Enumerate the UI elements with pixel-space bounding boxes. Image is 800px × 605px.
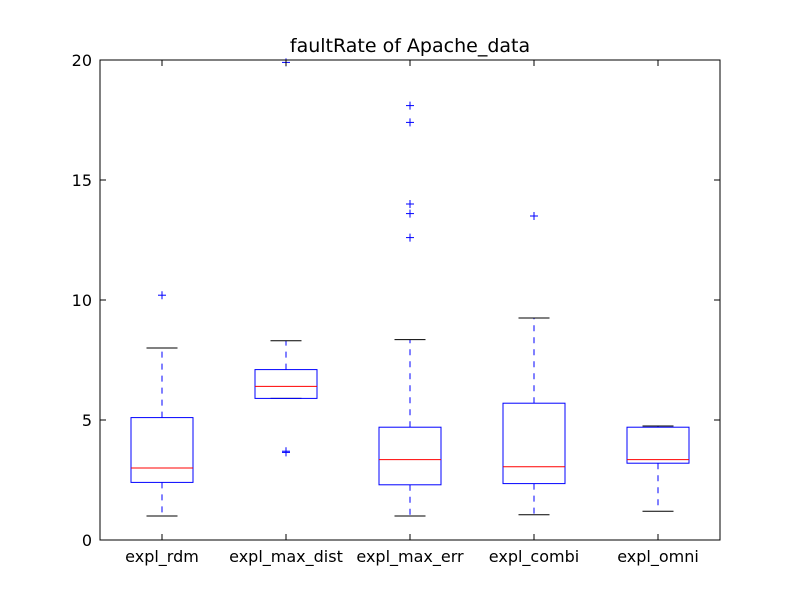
y-tick-label: 20 — [72, 51, 92, 70]
outlier-point — [406, 209, 414, 218]
outlier-point — [406, 200, 414, 208]
box-expl-omni — [626, 425, 690, 512]
outlier-point — [158, 291, 166, 300]
y-tick-label: 5 — [82, 411, 92, 430]
box-expl-combi — [502, 212, 566, 516]
x-tick-label: expl_omni — [617, 547, 699, 567]
box-iqr — [502, 402, 566, 485]
chart-title: faultRate of Apache_data — [290, 35, 530, 57]
plot-area — [130, 58, 690, 517]
y-tick-label: 0 — [82, 531, 92, 550]
outlier-point — [282, 447, 290, 456]
outlier-point — [406, 118, 414, 127]
box-iqr — [626, 426, 690, 464]
box-expl-rdm — [130, 291, 194, 517]
box-iqr — [254, 369, 318, 399]
outlier-point — [406, 233, 414, 242]
box-expl-max-err — [378, 101, 442, 517]
y-tick-label: 15 — [72, 171, 92, 190]
box-iqr — [378, 426, 442, 486]
axes: 0 5 10 15 20 expl_rdm expl_max_dist expl_max_er… — [72, 51, 720, 567]
outlier-point — [530, 212, 538, 220]
outlier-point — [406, 101, 414, 110]
y-tick-label: 10 — [72, 291, 92, 310]
x-tick-label: expl_max_err — [356, 547, 464, 567]
x-tick-label: expl_max_dist — [229, 547, 343, 567]
x-tick-label: expl_rdm — [125, 547, 199, 567]
box-expl-max-dist — [254, 58, 318, 457]
box-iqr — [130, 417, 194, 483]
x-tick-label: expl_combi — [489, 547, 579, 567]
